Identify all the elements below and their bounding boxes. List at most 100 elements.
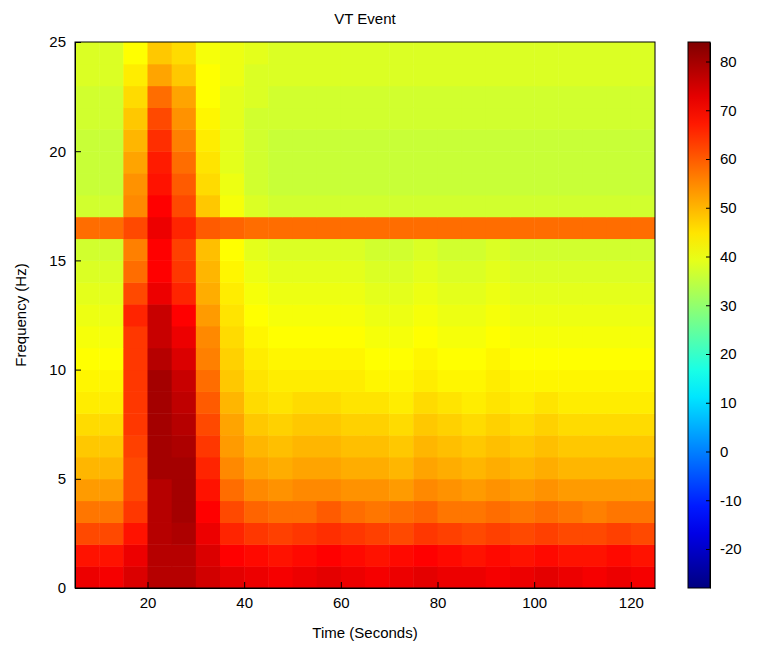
heatmap-cell <box>389 86 414 108</box>
heatmap-cell <box>341 435 366 457</box>
heatmap-cell <box>534 370 559 392</box>
heatmap-cell <box>607 391 632 413</box>
heatmap-cell <box>413 326 438 348</box>
heatmap-cell <box>293 413 318 435</box>
tick-label: 80 <box>720 53 737 70</box>
heatmap-cell <box>389 173 414 195</box>
heatmap-cell <box>486 260 511 282</box>
tick: 25 <box>49 33 81 50</box>
heatmap-cell <box>510 151 535 173</box>
heatmap-cell <box>438 173 463 195</box>
heatmap-cell <box>413 479 438 501</box>
heatmap-cell <box>631 173 655 195</box>
heatmap-cell <box>607 326 632 348</box>
heatmap-cell <box>607 544 632 566</box>
heatmap-cell <box>341 544 366 566</box>
heatmap-cell <box>607 260 632 282</box>
heatmap-cell <box>534 391 559 413</box>
heatmap-cell <box>631 129 655 151</box>
tick: 30 <box>706 297 737 314</box>
tick-mark <box>75 370 81 371</box>
heatmap-cell <box>123 413 148 435</box>
heatmap-cell <box>534 479 559 501</box>
heatmap-cell <box>389 479 414 501</box>
heatmap-cell <box>75 479 100 501</box>
heatmap-cell <box>99 413 124 435</box>
heatmap-cell <box>196 282 221 304</box>
tick: 0 <box>706 443 728 460</box>
heatmap-cell <box>583 239 608 261</box>
heatmap-cell <box>341 173 366 195</box>
heatmap-cell <box>389 566 414 588</box>
heatmap-cell <box>123 108 148 130</box>
heatmap-cell <box>148 129 173 151</box>
heatmap-cell <box>268 260 293 282</box>
heatmap-cell <box>99 108 124 130</box>
heatmap-cell <box>268 217 293 239</box>
heatmap-cell <box>244 501 269 523</box>
heatmap-cell <box>196 173 221 195</box>
tick-mark <box>706 403 710 404</box>
heatmap-cell <box>631 566 655 588</box>
heatmap-cell <box>123 522 148 544</box>
heatmap-cell <box>244 413 269 435</box>
heatmap-cell <box>462 173 487 195</box>
tick-mark <box>706 354 710 355</box>
heatmap-cell <box>534 304 559 326</box>
heatmap-cell <box>196 151 221 173</box>
heatmap-cell <box>438 129 463 151</box>
tick-label: 40 <box>720 248 737 265</box>
tick-label: -20 <box>720 540 742 557</box>
heatmap-cell <box>268 479 293 501</box>
heatmap-cell <box>293 435 318 457</box>
heatmap-cell <box>631 282 655 304</box>
heatmap-cell <box>558 173 583 195</box>
heatmap-cell <box>534 457 559 479</box>
heatmap-cell <box>583 326 608 348</box>
heatmap-cell <box>293 86 318 108</box>
heatmap-cell <box>268 64 293 86</box>
heatmap-cell <box>413 86 438 108</box>
heatmap-cell <box>462 217 487 239</box>
heatmap-cell <box>293 282 318 304</box>
heatmap-cell <box>438 151 463 173</box>
heatmap-cell <box>196 64 221 86</box>
heatmap-cell <box>534 544 559 566</box>
heatmap-cell <box>510 304 535 326</box>
heatmap-cell <box>172 129 197 151</box>
heatmap-cell <box>607 501 632 523</box>
heatmap-cell <box>365 108 390 130</box>
heatmap-cell <box>510 544 535 566</box>
heatmap-cell <box>341 457 366 479</box>
heatmap-cell <box>99 435 124 457</box>
heatmap-cell <box>75 282 100 304</box>
heatmap-cell <box>583 151 608 173</box>
heatmap-cell <box>486 522 511 544</box>
heatmap-cell <box>558 501 583 523</box>
heatmap-cell <box>220 566 245 588</box>
heatmap-cell <box>413 129 438 151</box>
heatmap-cell <box>268 435 293 457</box>
heatmap-cell <box>148 195 173 217</box>
heatmap-cell <box>172 64 197 86</box>
heatmap-cell <box>268 326 293 348</box>
tick: 10 <box>49 361 81 378</box>
tick-label: 5 <box>58 470 66 487</box>
heatmap-cell <box>317 435 342 457</box>
heatmap-cell <box>631 391 655 413</box>
heatmap-cell <box>196 326 221 348</box>
heatmap-cell <box>631 501 655 523</box>
heatmap-cell <box>510 413 535 435</box>
heatmap-cell <box>317 391 342 413</box>
heatmap-cell <box>365 217 390 239</box>
heatmap-cell <box>558 260 583 282</box>
heatmap-cell <box>341 195 366 217</box>
heatmap-cell <box>365 42 390 64</box>
tick-label: 0 <box>720 443 728 460</box>
tick-mark <box>148 582 149 588</box>
heatmap-cell <box>244 522 269 544</box>
heatmap-cell <box>486 501 511 523</box>
heatmap-cell <box>244 326 269 348</box>
heatmap-cell <box>196 501 221 523</box>
heatmap-cell <box>123 217 148 239</box>
